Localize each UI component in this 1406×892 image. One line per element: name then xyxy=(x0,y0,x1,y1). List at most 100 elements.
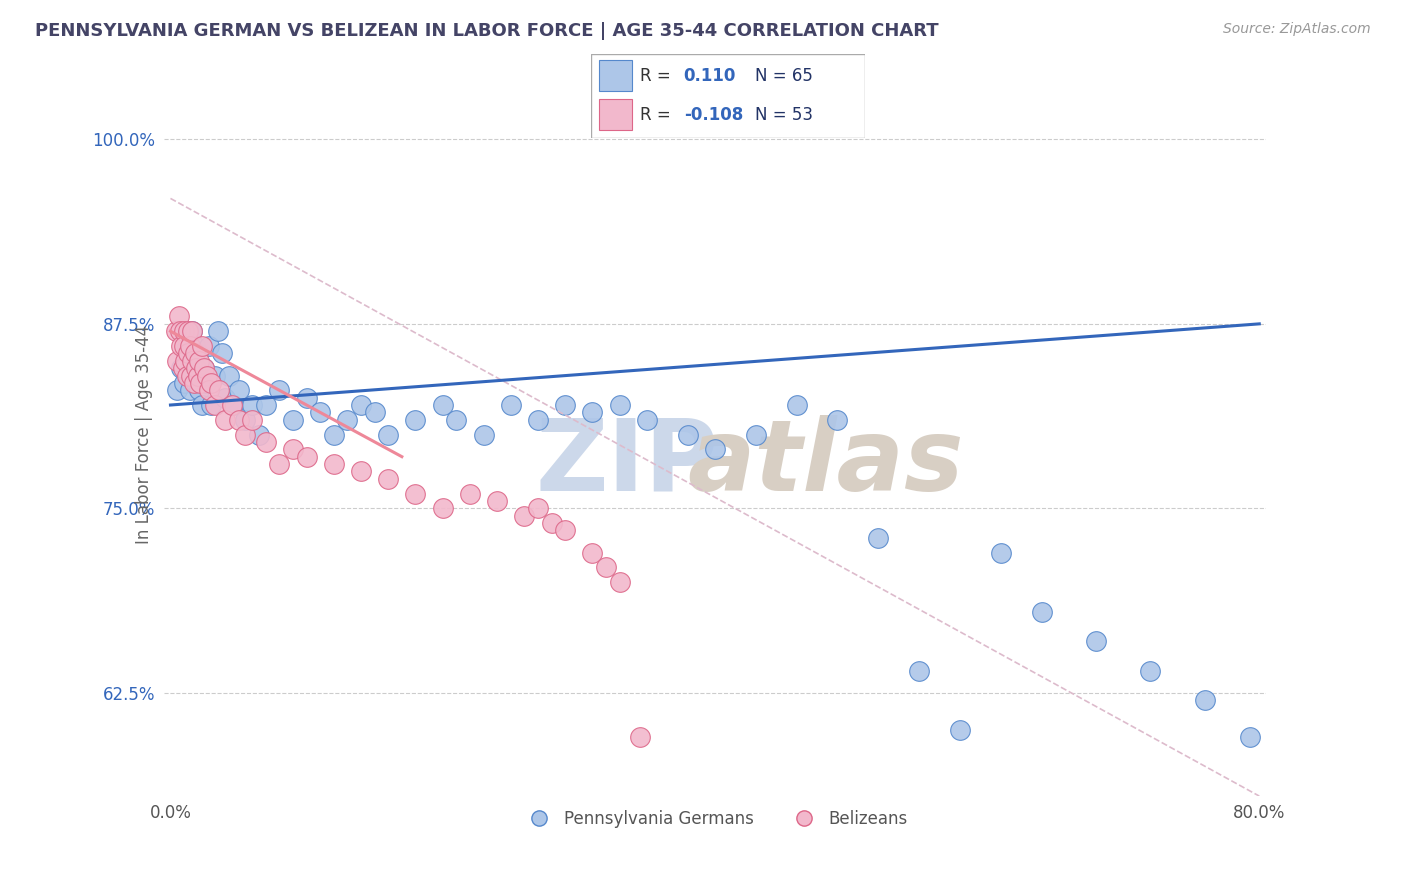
Point xyxy=(177,324,200,338)
Point xyxy=(703,442,725,457)
Point xyxy=(240,413,263,427)
Legend: Pennsylvania Germans, Belizeans: Pennsylvania Germans, Belizeans xyxy=(516,804,914,835)
Point xyxy=(188,384,211,398)
Point xyxy=(188,353,211,368)
Point xyxy=(204,398,226,412)
Point xyxy=(513,508,536,523)
Point xyxy=(173,339,195,353)
Point xyxy=(177,346,200,360)
Point xyxy=(472,427,495,442)
Point xyxy=(183,368,205,383)
Point xyxy=(204,368,226,383)
Point xyxy=(193,361,215,376)
Point xyxy=(179,384,201,398)
Point xyxy=(676,427,699,442)
Point xyxy=(193,361,215,376)
Text: Source: ZipAtlas.com: Source: ZipAtlas.com xyxy=(1223,22,1371,37)
Point xyxy=(200,376,222,390)
Point xyxy=(170,339,193,353)
Point xyxy=(233,427,256,442)
Point xyxy=(187,346,209,360)
Point xyxy=(377,427,399,442)
Point xyxy=(309,405,332,419)
Point xyxy=(499,398,522,412)
Text: N = 65: N = 65 xyxy=(755,67,813,85)
Point xyxy=(233,413,256,427)
Point xyxy=(1139,664,1161,678)
Point xyxy=(527,501,550,516)
Point xyxy=(609,398,631,412)
Point xyxy=(432,501,454,516)
Point xyxy=(1084,634,1107,648)
Point xyxy=(540,516,562,530)
Point xyxy=(186,361,208,376)
Point xyxy=(269,457,291,471)
Point xyxy=(1031,605,1053,619)
Point xyxy=(180,368,202,383)
Point xyxy=(187,368,209,383)
Point xyxy=(581,545,603,559)
Point xyxy=(179,339,201,353)
Point xyxy=(363,405,385,419)
Point xyxy=(186,376,208,390)
Point xyxy=(744,427,766,442)
Point xyxy=(228,384,250,398)
Point xyxy=(350,398,373,412)
Point xyxy=(181,324,204,338)
Point xyxy=(628,730,651,744)
Point xyxy=(350,465,373,479)
Point xyxy=(254,398,277,412)
Text: atlas: atlas xyxy=(688,415,963,512)
Point xyxy=(1239,730,1261,744)
FancyBboxPatch shape xyxy=(599,99,631,130)
Point xyxy=(240,398,263,412)
Point xyxy=(194,376,217,390)
Point xyxy=(228,413,250,427)
Point xyxy=(184,339,207,353)
Point xyxy=(949,723,972,737)
Point xyxy=(167,310,190,324)
Point xyxy=(180,353,202,368)
Point xyxy=(322,427,344,442)
Point xyxy=(172,361,194,376)
Text: 0.110: 0.110 xyxy=(683,67,737,85)
FancyBboxPatch shape xyxy=(599,61,631,91)
Point xyxy=(208,384,231,398)
Point xyxy=(166,353,188,368)
Point xyxy=(190,376,212,390)
Point xyxy=(184,346,207,360)
Text: -0.108: -0.108 xyxy=(683,105,742,123)
Point xyxy=(527,413,550,427)
Point xyxy=(214,413,236,427)
Text: PENNSYLVANIA GERMAN VS BELIZEAN IN LABOR FORCE | AGE 35-44 CORRELATION CHART: PENNSYLVANIA GERMAN VS BELIZEAN IN LABOR… xyxy=(35,22,939,40)
Point xyxy=(214,391,236,405)
Point xyxy=(990,545,1012,559)
Point xyxy=(336,413,359,427)
Point xyxy=(177,368,200,383)
Point xyxy=(581,405,603,419)
Point xyxy=(195,368,218,383)
Point xyxy=(177,346,200,360)
Point xyxy=(868,531,890,545)
Point xyxy=(554,398,576,412)
Point xyxy=(181,353,204,368)
Point xyxy=(254,434,277,449)
Point xyxy=(165,324,187,338)
Point xyxy=(197,384,219,398)
Point xyxy=(207,324,229,338)
Point xyxy=(554,524,576,538)
Point xyxy=(183,376,205,390)
Point xyxy=(197,339,219,353)
Point xyxy=(458,486,481,500)
Point xyxy=(636,413,658,427)
Y-axis label: In Labor Force | Age 35-44: In Labor Force | Age 35-44 xyxy=(135,325,153,544)
Point xyxy=(404,413,426,427)
Point xyxy=(173,376,195,390)
Point xyxy=(191,339,214,353)
Text: ZIP: ZIP xyxy=(536,415,718,512)
Point xyxy=(595,560,617,574)
Point xyxy=(181,324,204,338)
Point xyxy=(322,457,344,471)
Text: R =: R = xyxy=(640,67,671,85)
Point xyxy=(218,368,240,383)
